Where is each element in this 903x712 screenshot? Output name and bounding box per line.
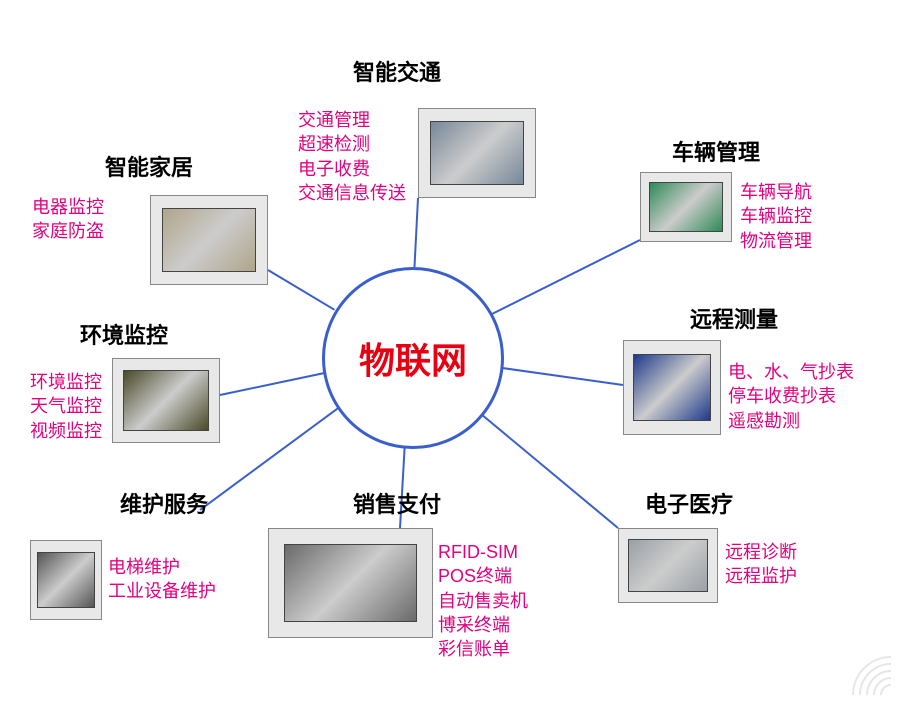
- node-item: 停车收费抄表: [728, 384, 854, 408]
- node-items-e-medical: 远程诊断远程监护: [725, 540, 797, 589]
- node-item: 博采终端: [438, 613, 528, 637]
- node-item: 电器监控: [32, 195, 104, 219]
- node-title-smart-home: 智能家居: [105, 150, 193, 182]
- node-item: 车辆监控: [740, 204, 812, 228]
- node-title-smart-traffic: 智能交通: [353, 55, 441, 87]
- node-item: POS终端: [438, 564, 528, 588]
- node-thumb-env-monitor: [112, 358, 220, 443]
- center-label: 物联网: [359, 332, 467, 384]
- node-item: 物流管理: [740, 229, 812, 253]
- node-title-sales-payment: 销售支付: [353, 487, 441, 519]
- diagram-canvas: 物联网 智能交通交通管理超速检测电子收费交通信息传送 车辆管理车辆导航车辆监控物流…: [0, 0, 903, 712]
- node-thumb-remote-measure: [623, 340, 721, 435]
- node-title-vehicle-mgmt: 车辆管理: [672, 135, 760, 167]
- node-item: 天气监控: [30, 394, 102, 418]
- node-items-smart-home: 电器监控家庭防盗: [32, 195, 104, 244]
- node-item: 交通管理: [298, 108, 406, 132]
- node-item: 超速检测: [298, 132, 406, 156]
- node-item: 家庭防盗: [32, 219, 104, 243]
- node-title-e-medical: 电子医疗: [645, 487, 733, 519]
- node-item: 视频监控: [30, 419, 102, 443]
- node-item: 自动售卖机: [438, 589, 528, 613]
- node-item: 远程监护: [725, 564, 797, 588]
- node-thumb-maintenance: [30, 540, 102, 620]
- node-item: 电子收费: [298, 157, 406, 181]
- node-item: RFID-SIM: [438, 540, 528, 564]
- node-title-remote-measure: 远程测量: [690, 302, 778, 334]
- node-items-remote-measure: 电、水、气抄表停车收费抄表遥感勘测: [728, 360, 854, 433]
- node-item: 车辆导航: [740, 180, 812, 204]
- node-title-maintenance: 维护服务: [120, 487, 208, 519]
- node-item: 遥感勘测: [728, 409, 854, 433]
- node-thumb-sales-payment: [268, 528, 433, 638]
- node-thumb-e-medical: [618, 528, 718, 603]
- node-item: 环境监控: [30, 370, 102, 394]
- node-thumb-smart-traffic: [418, 108, 536, 198]
- node-item: 彩信账单: [438, 637, 528, 661]
- node-items-vehicle-mgmt: 车辆导航车辆监控物流管理: [740, 180, 812, 253]
- node-items-smart-traffic: 交通管理超速检测电子收费交通信息传送: [298, 108, 406, 205]
- node-item: 电、水、气抄表: [728, 360, 854, 384]
- node-items-maintenance: 电梯维护工业设备维护: [108, 555, 216, 604]
- node-items-sales-payment: RFID-SIMPOS终端自动售卖机博采终端彩信账单: [438, 540, 528, 661]
- node-items-env-monitor: 环境监控天气监控视频监控: [30, 370, 102, 443]
- node-item: 远程诊断: [725, 540, 797, 564]
- center-hub: 物联网: [322, 267, 504, 449]
- watermark-arcs-icon: [823, 652, 893, 702]
- node-item: 交通信息传送: [298, 181, 406, 205]
- node-thumb-smart-home: [150, 195, 268, 285]
- node-thumb-vehicle-mgmt: [640, 172, 732, 242]
- node-title-env-monitor: 环境监控: [80, 318, 168, 350]
- node-item: 电梯维护: [108, 555, 216, 579]
- node-item: 工业设备维护: [108, 579, 216, 603]
